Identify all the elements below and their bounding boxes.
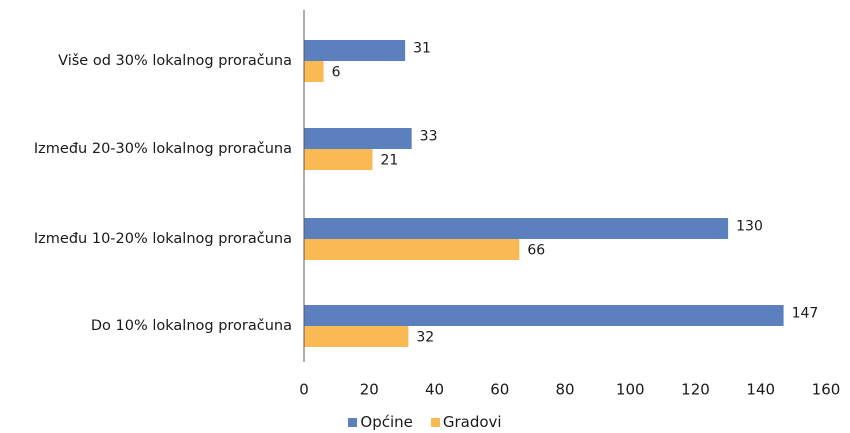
legend-item-series-2: Gradovi — [430, 413, 502, 431]
category-label-2: Između 10-20% lokalnog proračuna — [34, 231, 292, 247]
bar-series-1-cat-2 — [304, 218, 729, 239]
data-label-series-2-cat-3: 21 — [381, 153, 399, 169]
data-label-series-2-cat-2: 66 — [527, 243, 545, 259]
bar-series-1-cat-4 — [304, 40, 406, 61]
x-tick-label-4: 60 — [490, 381, 509, 399]
x-tick-label-7: 120 — [681, 381, 710, 399]
data-label-series-1-cat-4: 31 — [413, 41, 431, 57]
category-label-1: Do 10% lokalnog proračuna — [91, 318, 292, 334]
data-label-series-2-cat-1: 32 — [416, 330, 434, 346]
legend-label-series-2: Gradovi — [442, 413, 502, 431]
bar-series-2-cat-3 — [304, 149, 373, 170]
data-label-series-1-cat-3: 33 — [420, 129, 438, 145]
category-label-3: Između 20-30% lokalnog proračuna — [34, 141, 292, 157]
bars-group — [304, 40, 784, 347]
x-tick-label-9: 160 — [812, 381, 841, 399]
x-tick-label-8: 140 — [746, 381, 775, 399]
legend-swatch-series-1 — [348, 417, 358, 427]
data-label-series-1-cat-1: 147 — [792, 306, 819, 322]
bar-series-1-cat-3 — [304, 128, 412, 149]
bar-series-1-cat-1 — [304, 305, 784, 326]
category-labels: Do 10% lokalnog proračuna Između 10-20% l… — [34, 53, 292, 334]
x-tick-label-1: 0 — [299, 381, 309, 399]
category-label-4: Više od 30% lokalnog proračuna — [58, 53, 292, 69]
x-axis-tick-labels: 0 20 40 60 80 100 120 140 160 — [299, 381, 840, 399]
data-labels: 147 32 130 66 33 21 31 6 — [332, 41, 819, 346]
x-tick-label-3: 40 — [425, 381, 444, 399]
x-tick-label-6: 100 — [616, 381, 645, 399]
legend-swatch-series-2 — [430, 417, 440, 427]
bar-series-2-cat-4 — [304, 61, 324, 82]
data-label-series-2-cat-4: 6 — [332, 65, 341, 81]
legend-item-series-1: Općine — [348, 413, 413, 431]
x-tick-label-2: 20 — [360, 381, 379, 399]
data-label-series-1-cat-2: 130 — [736, 219, 763, 235]
x-tick-label-5: 80 — [555, 381, 574, 399]
legend-label-series-1: Općine — [360, 413, 413, 431]
bar-series-2-cat-1 — [304, 326, 409, 347]
bar-series-2-cat-2 — [304, 239, 520, 260]
legend: Općine Gradovi — [0, 412, 850, 432]
